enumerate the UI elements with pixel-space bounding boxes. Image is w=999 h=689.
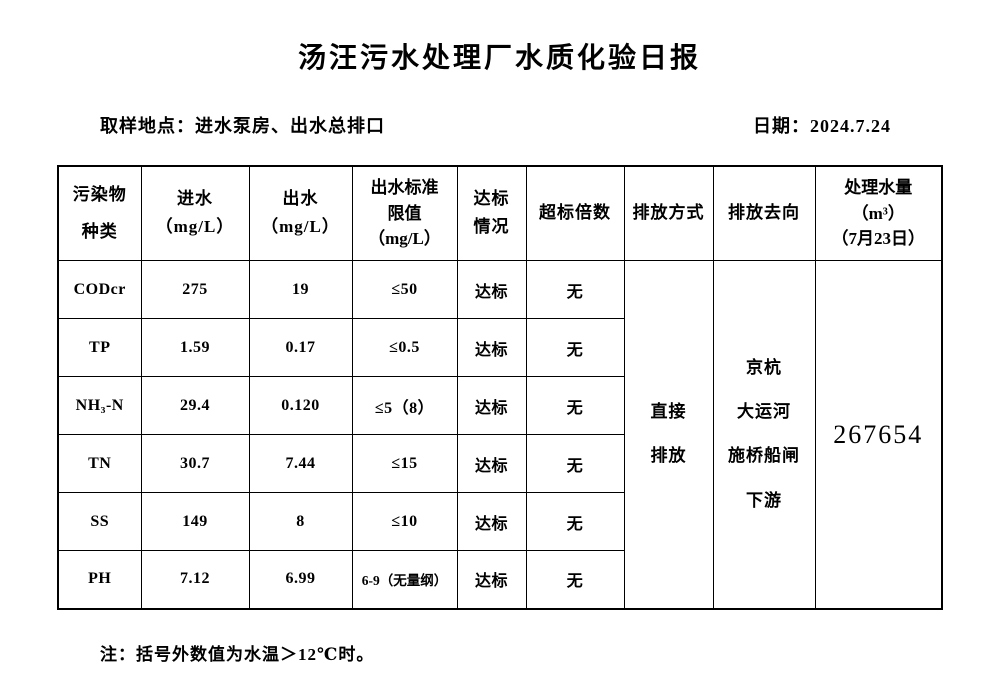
cell-status: 达标 [456, 318, 527, 378]
cell-exceed: 无 [525, 492, 625, 552]
table-row-codcr: CODcr 275 19 ≤50 达标 无 直接 排放 京杭 大运河 施桥船闸 … [57, 260, 943, 610]
col-header-inflow: 进水 （mg/L） [140, 165, 250, 262]
col-header-exceed: 超标倍数 [525, 165, 625, 262]
cell-pollutant: CODcr [57, 260, 142, 320]
cell-outflow: 7.44 [248, 434, 353, 494]
cell-exceed: 无 [525, 434, 625, 494]
col-header-limit: 出水标准 限值 （mg/L） [351, 165, 458, 262]
cell-inflow: 275 [140, 260, 250, 320]
cell-exceed: 无 [525, 376, 625, 436]
cell-status: 达标 [456, 550, 527, 610]
col-header-volume: 处理水量 （m³） （7月23日） [814, 165, 943, 262]
table-row-tp: TP 1.59 0.17 ≤0.5 达标 无 [57, 318, 942, 378]
footnote: 注：括号外数值为水温＞12℃时。 [100, 644, 375, 664]
cell-limit: 6-9（无量纲） [351, 550, 458, 610]
cell-limit: ≤0.5 [351, 318, 458, 378]
cell-outflow: 19 [248, 260, 353, 320]
cell-status: 达标 [456, 376, 527, 436]
table-row-ph: PH 7.12 6.99 6-9（无量纲） 达标 无 [57, 550, 942, 610]
cell-inflow: 149 [140, 492, 250, 552]
cell-status: 达标 [456, 434, 527, 494]
table-row-ss: SS 149 8 ≤10 达标 无 [57, 492, 942, 552]
report-title: 汤汪污水处理厂水质化验日报 [297, 43, 701, 74]
col-header-status: 达标 情况 [456, 165, 527, 262]
report-date: 日期：2024.7.24 [753, 115, 891, 136]
cell-exceed: 无 [525, 550, 625, 610]
table-row-tn: TN 30.7 7.44 ≤15 达标 无 [57, 434, 942, 494]
cell-outflow: 0.17 [248, 318, 353, 378]
table-row-nh3n: NH₃-N 29.4 0.120 ≤5（8） 达标 无 [57, 376, 942, 436]
col-header-destination: 排放去向 [712, 165, 816, 262]
cell-pollutant: PH [57, 550, 142, 610]
water-quality-table: 污染物 种类 进水 （mg/L） 出水 （mg/L） 出水标准 限值 （mg/L… [57, 164, 943, 610]
cell-limit: ≤15 [351, 434, 458, 494]
cell-inflow: 1.59 [140, 318, 250, 378]
cell-pollutant: TP [57, 318, 142, 378]
col-header-method: 排放方式 [623, 165, 714, 262]
cell-outflow: 6.99 [248, 550, 353, 610]
cell-status: 达标 [456, 492, 527, 552]
cell-limit: ≤50 [351, 260, 458, 320]
cell-pollutant: NH₃-N [57, 376, 142, 436]
cell-treated-water-volume: 267654 [814, 260, 943, 610]
col-header-outflow: 出水 （mg/L） [248, 165, 353, 262]
cell-inflow: 29.4 [140, 376, 250, 436]
cell-exceed: 无 [525, 260, 625, 320]
cell-inflow: 30.7 [140, 434, 250, 494]
cell-limit: ≤5（8） [351, 376, 458, 436]
cell-limit: ≤10 [351, 492, 458, 552]
cell-pollutant: SS [57, 492, 142, 552]
cell-outflow: 8 [248, 492, 353, 552]
cell-discharge-method: 直接 排放 [623, 260, 714, 610]
cell-outflow: 0.120 [248, 376, 353, 436]
cell-discharge-destination: 京杭 大运河 施桥船闸 下游 [712, 260, 816, 610]
col-header-pollutant: 污染物 种类 [57, 165, 142, 262]
cell-inflow: 7.12 [140, 550, 250, 610]
meta-row: 取样地点：进水泵房、出水总排口 日期：2024.7.24 [100, 112, 891, 138]
cell-status: 达标 [456, 260, 527, 320]
header-row: 污染物 种类 进水 （mg/L） 出水 （mg/L） 出水标准 限值 （mg/L… [57, 165, 943, 262]
cell-exceed: 无 [525, 318, 625, 378]
cell-pollutant: TN [57, 434, 142, 494]
sampling-location: 取样地点：进水泵房、出水总排口 [100, 115, 385, 136]
